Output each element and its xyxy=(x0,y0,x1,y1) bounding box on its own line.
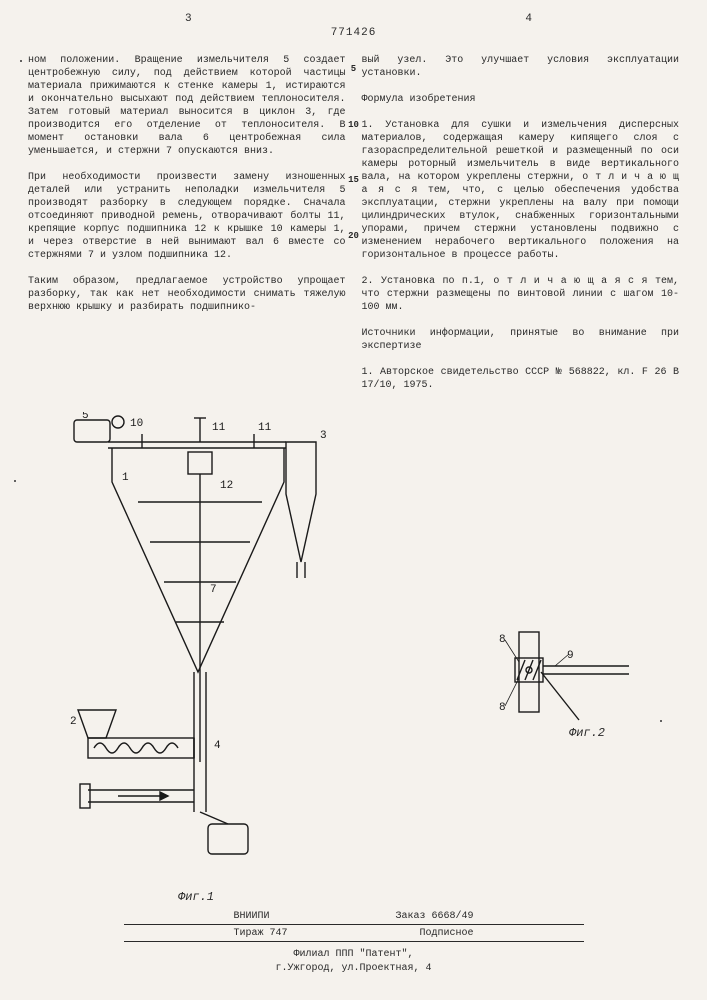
footer-addr2: г.Ужгород, ул.Проектная, 4 xyxy=(0,962,707,976)
footer-order: Заказ 6668/49 xyxy=(395,910,473,924)
figures-area: 5 10 11 11 3 1 12 7 2 4 Фиг.1 xyxy=(28,412,679,922)
footer-org: ВНИИПИ xyxy=(234,910,270,924)
callout: 1 xyxy=(122,472,129,484)
page-number-right: 4 xyxy=(525,12,532,26)
speck xyxy=(660,720,662,722)
document-number: 771426 xyxy=(331,26,377,40)
figure-1-drawing: 5 10 11 11 3 1 12 7 2 4 xyxy=(58,412,338,902)
callout: 8 xyxy=(499,634,506,646)
footer: ВНИИПИ Заказ 6668/49 Тираж 747 Подписное… xyxy=(0,910,707,976)
callout: 11 xyxy=(258,422,272,434)
line-num: 20 xyxy=(346,231,362,243)
callout: 11 xyxy=(212,422,226,434)
line-num: 10 xyxy=(346,120,362,132)
callout: 10 xyxy=(130,418,143,430)
figure-1-label: Фиг.1 xyxy=(178,890,214,906)
line-number-gutter: 5 10 15 20 xyxy=(346,64,362,287)
line-num: 15 xyxy=(346,175,362,187)
right-column: вый узел. Это улучшает условия эксплуата… xyxy=(362,54,680,394)
left-column: ном положении. Вращение измельчителя 5 с… xyxy=(28,54,346,394)
callout: 2 xyxy=(70,716,77,728)
figure-2-label: Фиг.2 xyxy=(569,726,605,742)
figure-1: 5 10 11 11 3 1 12 7 2 4 Фиг.1 xyxy=(58,412,338,907)
line-num: 5 xyxy=(346,64,362,76)
figure-2: 8 8 9 Фиг.2 xyxy=(469,622,639,747)
callout: 3 xyxy=(320,430,327,442)
body-text: ном положении. Вращение измельчителя 5 с… xyxy=(28,54,346,314)
callout: 7 xyxy=(210,584,217,596)
footer-tirazh: Тираж 747 xyxy=(234,927,288,941)
callout: 5 xyxy=(82,412,89,422)
footer-addr1: Филиал ППП "Патент", xyxy=(0,948,707,962)
callout: 8 xyxy=(499,702,506,714)
figure-2-drawing: 8 8 9 xyxy=(469,622,639,742)
speck xyxy=(20,60,22,62)
callout: 4 xyxy=(214,740,221,752)
footer-sub: Подписное xyxy=(419,927,473,941)
callout: 12 xyxy=(220,480,233,492)
callout: 9 xyxy=(567,650,574,662)
page-number-left: 3 xyxy=(185,12,192,26)
body-text: вый узел. Это улучшает условия эксплуата… xyxy=(362,54,680,392)
speck xyxy=(14,480,16,482)
